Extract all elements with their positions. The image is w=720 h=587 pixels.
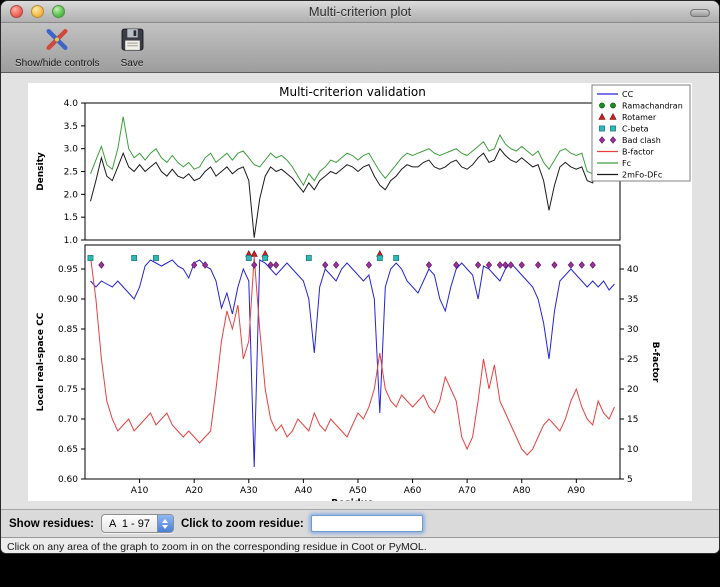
residue-range-select[interactable]: A 1 - 97 [101, 514, 174, 533]
svg-text:30: 30 [627, 325, 639, 335]
toolbar-toggle-button[interactable] [690, 9, 710, 17]
save-label: Save [120, 58, 144, 69]
svg-text:Rotamer: Rotamer [622, 113, 657, 122]
svg-text:A50: A50 [349, 486, 367, 496]
traffic-lights [10, 5, 65, 18]
svg-text:0.80: 0.80 [58, 355, 78, 365]
svg-text:A60: A60 [404, 486, 422, 496]
svg-text:Multi-criterion validation: Multi-criterion validation [279, 85, 426, 99]
validation-chart[interactable]: Multi-criterion validation 1.0 1.5 2.0 2.5 3.… [28, 83, 692, 509]
svg-text:Local real-space CC: Local real-space CC [36, 312, 46, 411]
svg-text:25: 25 [627, 355, 638, 365]
svg-text:2.0: 2.0 [64, 190, 79, 200]
close-button[interactable] [10, 5, 23, 18]
save-button[interactable]: Save [112, 25, 153, 70]
svg-text:Ramachandran: Ramachandran [622, 102, 683, 111]
svg-text:0.90: 0.90 [58, 295, 78, 305]
svg-text:5: 5 [627, 475, 633, 485]
crossed-tools-icon [44, 27, 70, 57]
zoom-residue-input[interactable] [310, 515, 423, 532]
svg-text:0.75: 0.75 [58, 385, 78, 395]
svg-text:0.60: 0.60 [58, 475, 78, 485]
minimize-button[interactable] [31, 5, 44, 18]
show-hide-controls-button[interactable]: Show/hide controls [7, 25, 108, 70]
plot-figure: Multi-criterion validation 1.0 1.5 2.0 2.5 3.… [28, 83, 692, 509]
svg-text:A30: A30 [240, 486, 258, 496]
svg-text:4.0: 4.0 [64, 99, 79, 109]
svg-text:20: 20 [627, 385, 639, 395]
show-hide-controls-label: Show/hide controls [15, 58, 100, 69]
svg-text:0.85: 0.85 [58, 325, 78, 335]
window-titlebar[interactable]: Multi-criterion plot [1, 1, 719, 23]
svg-text:CC: CC [622, 90, 634, 99]
svg-text:A90: A90 [568, 486, 586, 496]
status-message: Click on any area of the graph to zoom i… [7, 540, 427, 553]
window-title: Multi-criterion plot [308, 4, 412, 19]
svg-text:0.70: 0.70 [58, 415, 78, 425]
svg-text:A20: A20 [185, 486, 203, 496]
status-bar: Click on any area of the graph to zoom i… [1, 537, 719, 553]
svg-text:2mFo-DFc: 2mFo-DFc [622, 171, 662, 180]
svg-text:0.95: 0.95 [58, 265, 78, 275]
svg-text:Residue: Residue [331, 498, 374, 501]
svg-text:A40: A40 [295, 486, 313, 496]
zoom-residue-label: Click to zoom residue: [180, 517, 304, 530]
show-residues-label: Show residues: [9, 517, 94, 530]
svg-text:3.5: 3.5 [64, 122, 78, 132]
svg-text:35: 35 [627, 295, 638, 305]
svg-text:2.5: 2.5 [64, 168, 78, 178]
svg-text:1.5: 1.5 [64, 213, 78, 223]
svg-text:0.65: 0.65 [58, 445, 78, 455]
floppy-save-icon [120, 27, 145, 57]
svg-text:40: 40 [627, 265, 639, 275]
svg-text:B-factor: B-factor [622, 148, 655, 157]
svg-text:A70: A70 [458, 486, 476, 496]
stepper-arrows-icon [156, 515, 173, 532]
svg-text:A80: A80 [513, 486, 531, 496]
plot-content-area: Multi-criterion validation 1.0 1.5 2.0 2.5 3.… [1, 73, 719, 509]
svg-text:C-beta: C-beta [622, 125, 649, 134]
zoom-window-button[interactable] [52, 5, 65, 18]
svg-text:15: 15 [627, 415, 638, 425]
svg-text:1.0: 1.0 [64, 236, 79, 246]
multi-criterion-plot-window: Multi-criterion plot Show/hide controls [0, 0, 720, 554]
residue-range-value: A 1 - 97 [109, 517, 150, 530]
toolbar: Show/hide controls Save [1, 23, 719, 73]
svg-text:Bad clash: Bad clash [622, 136, 661, 145]
svg-text:Fc: Fc [622, 159, 631, 168]
svg-text:3.0: 3.0 [64, 145, 79, 155]
svg-text:A10: A10 [131, 486, 149, 496]
svg-text:10: 10 [627, 445, 639, 455]
svg-text:B-factor: B-factor [650, 342, 660, 383]
controls-bar: Show residues: A 1 - 97 Click to zoom re… [1, 509, 719, 537]
svg-text:Density: Density [36, 152, 46, 191]
